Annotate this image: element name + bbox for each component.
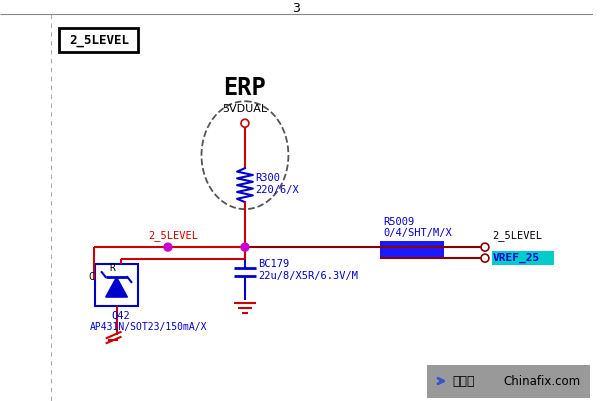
FancyBboxPatch shape bbox=[95, 264, 138, 306]
FancyBboxPatch shape bbox=[427, 365, 590, 398]
Text: ERP: ERP bbox=[224, 76, 266, 100]
FancyBboxPatch shape bbox=[492, 251, 554, 265]
Text: Chinafix.com: Chinafix.com bbox=[504, 375, 581, 387]
Polygon shape bbox=[106, 277, 127, 297]
Circle shape bbox=[164, 243, 172, 251]
Text: C: C bbox=[88, 272, 94, 282]
Text: R300
220/6/X: R300 220/6/X bbox=[255, 173, 299, 195]
Text: Q42: Q42 bbox=[112, 311, 130, 321]
Circle shape bbox=[241, 243, 249, 251]
Circle shape bbox=[481, 254, 489, 262]
Text: AP431N/SOT23/150mA/X: AP431N/SOT23/150mA/X bbox=[90, 322, 208, 332]
Text: 3: 3 bbox=[292, 2, 300, 15]
Text: R: R bbox=[110, 263, 116, 273]
Text: 2_5LEVEL: 2_5LEVEL bbox=[492, 230, 542, 241]
Text: VREF_25: VREF_25 bbox=[493, 253, 540, 263]
Text: 迅维网: 迅维网 bbox=[452, 375, 475, 387]
FancyBboxPatch shape bbox=[380, 241, 445, 258]
Circle shape bbox=[241, 119, 249, 127]
Circle shape bbox=[481, 243, 489, 251]
Text: R5009
0/4/SHT/M/X: R5009 0/4/SHT/M/X bbox=[383, 217, 452, 238]
Text: 2_5LEVEL: 2_5LEVEL bbox=[148, 230, 198, 241]
Text: 5VDUAL: 5VDUAL bbox=[223, 104, 268, 114]
Text: BC179
22u/8/X5R/6.3V/M: BC179 22u/8/X5R/6.3V/M bbox=[258, 259, 358, 281]
FancyBboxPatch shape bbox=[59, 28, 138, 52]
Text: 2_5LEVEL: 2_5LEVEL bbox=[69, 34, 129, 47]
